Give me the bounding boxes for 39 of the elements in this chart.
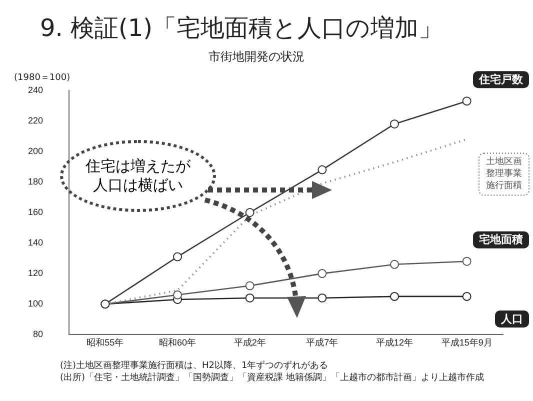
y-tick-label: 240 [28, 84, 44, 95]
x-tick-label: 昭和60年 [159, 337, 196, 348]
point [462, 256, 472, 266]
text: (注)土地区画整理事業施行面積は、H2以降、1年ずつのずれがある [60, 360, 330, 372]
point [245, 281, 254, 290]
dotted-ellipse: 住宅は増えたが 人口は横ばい [60, 140, 216, 212]
point [390, 119, 400, 128]
chart-title: 9. 検証(1)「宅地面積と人口の増加」 [40, 13, 443, 44]
point [245, 208, 254, 217]
y-tick-label: 120 [28, 268, 44, 278]
y-tick-label: 80 [33, 329, 44, 340]
text: (出所)「住宅・土地統計調査」「国勢調査」「資産税課 地籍係調」「上越市の都市計画」より上越市作成 [60, 372, 485, 384]
y-tick-label: 100 [28, 298, 44, 309]
text: 人口 [500, 312, 523, 326]
y-tick-label: 160 [28, 206, 44, 217]
series-label: 宅地面積 [479, 233, 523, 246]
point [462, 96, 472, 106]
point [318, 293, 327, 302]
point [390, 260, 400, 269]
point [245, 293, 254, 302]
x-tick-label: 平成2年 [234, 337, 266, 348]
point [318, 165, 327, 174]
x-tick-label: 平成12年 [376, 337, 414, 348]
point [173, 252, 182, 262]
x-tick-label: 平成7年 [306, 337, 338, 348]
y-tick-label: 140 [28, 238, 44, 248]
text: 土地区画整理事業施行面積 [486, 156, 522, 192]
chart-subtitle: 市街地開発の状況 [208, 49, 304, 64]
point [462, 292, 472, 301]
y-tick-label: 220 [28, 115, 44, 126]
x-tick-label: 平成15年9月 [441, 337, 492, 348]
y-axis-title: (1980＝100) [14, 73, 70, 84]
point [173, 290, 182, 300]
point [318, 269, 327, 278]
y-tick-label: 200 [28, 146, 44, 156]
y-tick-label: 180 [28, 176, 44, 186]
series-label: 住宅戸数 [478, 72, 524, 86]
point [390, 292, 400, 301]
x-tick-label: 昭和55年 [86, 337, 124, 348]
